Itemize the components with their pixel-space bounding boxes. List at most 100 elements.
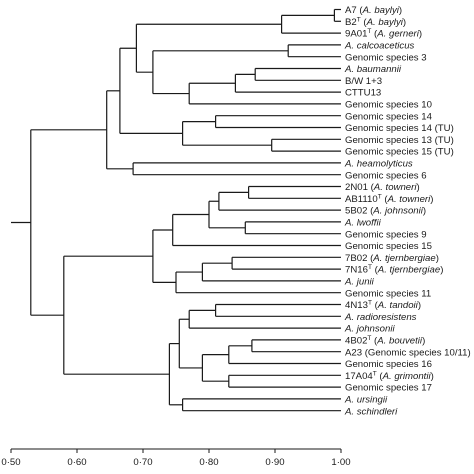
leaf-label: 7B02 (A. tjernbergiae) xyxy=(345,253,439,264)
leaf-label-part: Genomic species 3 xyxy=(345,52,427,63)
leaf-label-part: A. tandoii xyxy=(377,300,419,311)
leaf-label-part: ) xyxy=(416,182,419,193)
leaf-label-part: Genomic species 9 xyxy=(345,229,427,240)
leaf-label: Genomic species 15 xyxy=(345,241,432,252)
leaf-label: Genomic species 17 xyxy=(345,383,432,394)
axis-tick-label: 0·80 xyxy=(199,457,218,468)
leaf-label-part: Genomic species 15 (TU) xyxy=(345,147,454,158)
leaf-label-part: A. ursingii xyxy=(344,395,388,406)
leaf-label: B/W 1+3 xyxy=(345,76,382,87)
leaf-label: 17A04T (A. grimontii) xyxy=(345,370,434,382)
leaf-label-part: A. towneri xyxy=(373,182,418,193)
leaf-label-part: T xyxy=(367,335,371,342)
leaf-label: Genomic species 14 xyxy=(345,111,433,122)
leaf-label: Genomic species 13 (TU) xyxy=(345,135,454,146)
leaf-label: A. baumannii xyxy=(344,64,402,75)
leaf-label-part: AB1110 xyxy=(345,194,378,205)
leaf-label: Genomic species 16 xyxy=(345,359,432,370)
leaf-label: A. schindleri xyxy=(344,406,398,417)
leaf-label-part: A. schindleri xyxy=(344,406,398,417)
axis-tick-label: 1·00 xyxy=(331,457,350,468)
leaf-label: Genomic species 11 xyxy=(345,288,431,299)
leaf-label-part: 2N01 ( xyxy=(345,182,375,193)
leaf-label-part: ( xyxy=(371,29,378,40)
leaf-label: A. ursingii xyxy=(344,395,388,406)
leaf-label-part: A. johnsonii xyxy=(344,324,395,335)
leaf-label: B2T (A. baylyi) xyxy=(345,16,406,28)
leaf-label-part: ( xyxy=(372,300,379,311)
leaf-label-part: A. junii xyxy=(344,277,375,288)
leaf-label-part: ( xyxy=(377,371,384,382)
leaf-label-part: A. tjernbergiae xyxy=(372,253,435,264)
tree-branches xyxy=(11,8,341,412)
leaf-label-part: ) xyxy=(419,29,422,40)
leaf-label-part: A. towneri xyxy=(387,194,432,205)
leaf-label-part: A. calcoaceticus xyxy=(344,41,415,52)
leaf-label-part: ) xyxy=(431,371,434,382)
leaf-label-part: T xyxy=(368,300,372,307)
leaf-label-part: ) xyxy=(399,5,402,16)
leaf-label-part: Genomic species 11 xyxy=(345,288,431,299)
leaf-label-part: ( xyxy=(361,17,368,28)
leaf-label: A. radioresistens xyxy=(344,312,417,323)
leaf-label: A. johnsonii xyxy=(344,324,395,335)
leaf-label: 9A01T (A. gerneri) xyxy=(345,28,422,40)
leaf-label-part: A7 ( xyxy=(345,5,363,16)
leaf-label-part: 5B02 ( xyxy=(345,206,374,217)
leaf-label-part: A. tjernbergiae xyxy=(377,265,440,276)
leaf-label-part: 4B02 xyxy=(345,336,367,347)
leaf-label-part: A. baumannii xyxy=(344,64,402,75)
leaf-label: 7N16T (A. tjernbergiae) xyxy=(345,264,443,276)
leaf-label: 5B02 (A. johnsonii) xyxy=(345,206,426,217)
leaf-label: Genomic species 6 xyxy=(345,170,427,181)
leaf-label: 2N01 (A. towneri) xyxy=(345,182,420,193)
leaf-label-part: CTTU13 xyxy=(345,88,381,99)
leaf-label-part: A. baylyi xyxy=(362,5,400,16)
leaf-label-part: ) xyxy=(440,265,443,276)
leaf-label-part: 7B02 ( xyxy=(345,253,374,264)
leaf-label-part: ) xyxy=(430,194,433,205)
leaf-label-part: T xyxy=(378,193,382,200)
leaf-label-part: ) xyxy=(418,300,421,311)
leaf-label-part: 9A01 xyxy=(345,29,367,40)
similarity-axis: 0·50 0·60 0·70 0·80 0·90 1·00 xyxy=(1,448,351,468)
leaf-label-part: A. baylyi xyxy=(366,17,404,28)
leaf-label: Genomic species 3 xyxy=(345,52,427,63)
leaf-label-part: A. grimontii xyxy=(382,371,432,382)
leaf-label-part: A. johnsonii xyxy=(372,206,423,217)
leaf-label-part: A. radioresistens xyxy=(344,312,417,323)
axis-tick-label: 0·50 xyxy=(1,457,20,468)
leaf-label-part: A23 (Genomic species 10/11) xyxy=(345,347,471,358)
leaf-label: A. junii xyxy=(344,277,375,288)
leaf-label: A. calcoaceticus xyxy=(344,41,415,52)
axis-ticks: 0·50 0·60 0·70 0·80 0·90 1·00 xyxy=(1,449,351,468)
leaf-label-part: A. bouvetii xyxy=(376,336,423,347)
leaf-labels: A7 (A. baylyi)B2T (A. baylyi)9A01T (A. g… xyxy=(344,5,471,417)
leaf-label-part: T xyxy=(367,28,371,35)
leaf-label-part: Genomic species 6 xyxy=(345,170,427,181)
leaf-label-part: 4N13 xyxy=(345,300,368,311)
leaf-label-part: A. gerneri xyxy=(376,29,419,40)
axis-tick-label: 0·60 xyxy=(67,457,86,468)
leaf-label: AB1110T (A. towneri) xyxy=(345,193,433,205)
leaf-label-part: 7N16 xyxy=(345,265,368,276)
leaf-label-part: Genomic species 13 (TU) xyxy=(345,135,454,146)
leaf-label: CTTU13 xyxy=(345,88,381,99)
leaf-label: 4N13T (A. tandoii) xyxy=(345,300,421,312)
leaf-label-part: 17A04 xyxy=(345,371,373,382)
leaf-label-part: A. lwoffii xyxy=(344,218,382,229)
leaf-label: A23 (Genomic species 10/11) xyxy=(345,347,471,358)
leaf-label-part: B/W 1+3 xyxy=(345,76,382,87)
leaf-label-part: Genomic species 10 xyxy=(345,100,432,111)
leaf-label: Genomic species 9 xyxy=(345,229,427,240)
axis-tick-label: 0·70 xyxy=(133,457,152,468)
leaf-label-part: ) xyxy=(403,17,406,28)
leaf-label-part: A. heamolyticus xyxy=(344,159,413,170)
leaf-label-part: ( xyxy=(382,194,389,205)
leaf-label: Genomic species 15 (TU) xyxy=(345,147,454,158)
leaf-label-part: ) xyxy=(423,206,426,217)
leaf-label: Genomic species 14 (TU) xyxy=(345,123,454,134)
leaf-label-part: ) xyxy=(422,336,425,347)
leaf-label: A. lwoffii xyxy=(344,218,382,229)
